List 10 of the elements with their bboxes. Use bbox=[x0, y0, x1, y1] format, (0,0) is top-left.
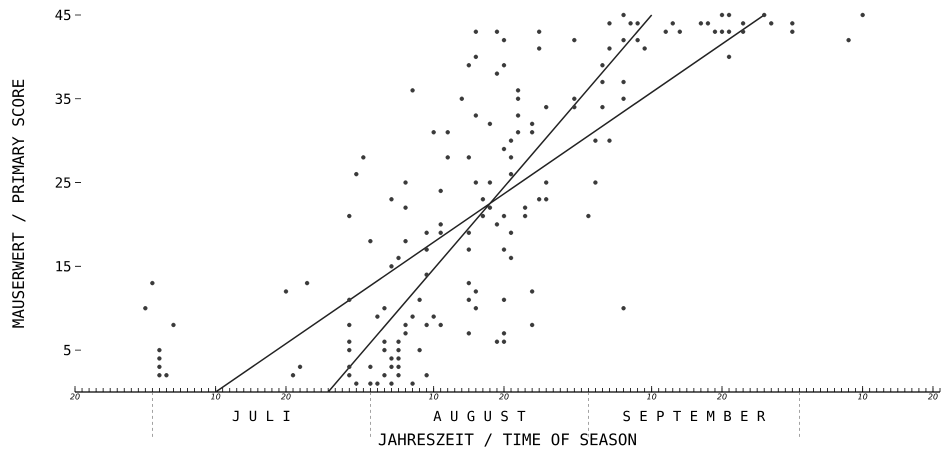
x-axis-title: JAHRESZEIT / TIME OF SEASON bbox=[378, 433, 636, 447]
text: S E P T E M B E R bbox=[623, 410, 766, 422]
y-tick-label: 35 bbox=[56, 93, 70, 104]
y-axis-title: MAUSERWERT / PRIMARY SCORE bbox=[12, 80, 26, 328]
text: A U G U S T bbox=[433, 410, 526, 422]
text: J U L I bbox=[232, 410, 290, 422]
y-tick-label: 5 bbox=[64, 344, 70, 356]
y-tick-label: 15 bbox=[56, 261, 70, 272]
y-tick-label: 25 bbox=[56, 177, 70, 188]
y-tick-label: 45 bbox=[55, 10, 70, 20]
